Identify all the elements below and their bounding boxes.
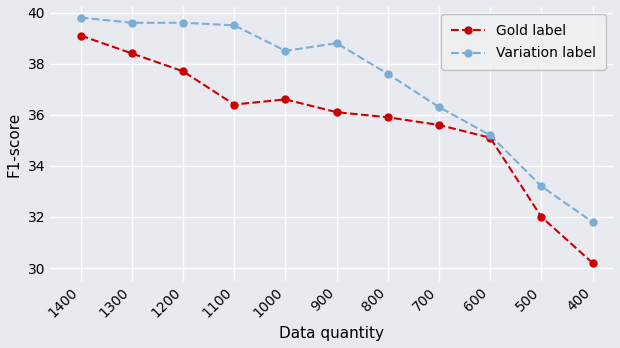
- Variation label: (1.2e+03, 39.6): (1.2e+03, 39.6): [179, 21, 187, 25]
- Gold label: (400, 30.2): (400, 30.2): [589, 261, 596, 265]
- Gold label: (1.1e+03, 36.4): (1.1e+03, 36.4): [231, 102, 238, 106]
- Line: Gold label: Gold label: [78, 32, 596, 267]
- Variation label: (500, 33.2): (500, 33.2): [538, 184, 545, 188]
- Gold label: (1.4e+03, 39.1): (1.4e+03, 39.1): [77, 33, 84, 38]
- Legend: Gold label, Variation label: Gold label, Variation label: [441, 14, 606, 70]
- Variation label: (1.3e+03, 39.6): (1.3e+03, 39.6): [128, 21, 136, 25]
- Gold label: (600, 35.1): (600, 35.1): [487, 136, 494, 140]
- Gold label: (1e+03, 36.6): (1e+03, 36.6): [281, 97, 289, 102]
- Y-axis label: F1-score: F1-score: [7, 111, 22, 177]
- Variation label: (800, 37.6): (800, 37.6): [384, 72, 392, 76]
- X-axis label: Data quantity: Data quantity: [279, 326, 384, 341]
- Gold label: (1.2e+03, 37.7): (1.2e+03, 37.7): [179, 69, 187, 73]
- Variation label: (1.4e+03, 39.8): (1.4e+03, 39.8): [77, 16, 84, 20]
- Variation label: (900, 38.8): (900, 38.8): [333, 41, 340, 45]
- Gold label: (900, 36.1): (900, 36.1): [333, 110, 340, 114]
- Gold label: (800, 35.9): (800, 35.9): [384, 115, 392, 119]
- Gold label: (700, 35.6): (700, 35.6): [435, 123, 443, 127]
- Gold label: (1.3e+03, 38.4): (1.3e+03, 38.4): [128, 52, 136, 56]
- Variation label: (1e+03, 38.5): (1e+03, 38.5): [281, 49, 289, 53]
- Gold label: (500, 32): (500, 32): [538, 215, 545, 219]
- Variation label: (600, 35.2): (600, 35.2): [487, 133, 494, 137]
- Variation label: (700, 36.3): (700, 36.3): [435, 105, 443, 109]
- Variation label: (400, 31.8): (400, 31.8): [589, 220, 596, 224]
- Variation label: (1.1e+03, 39.5): (1.1e+03, 39.5): [231, 23, 238, 27]
- Line: Variation label: Variation label: [78, 14, 596, 226]
